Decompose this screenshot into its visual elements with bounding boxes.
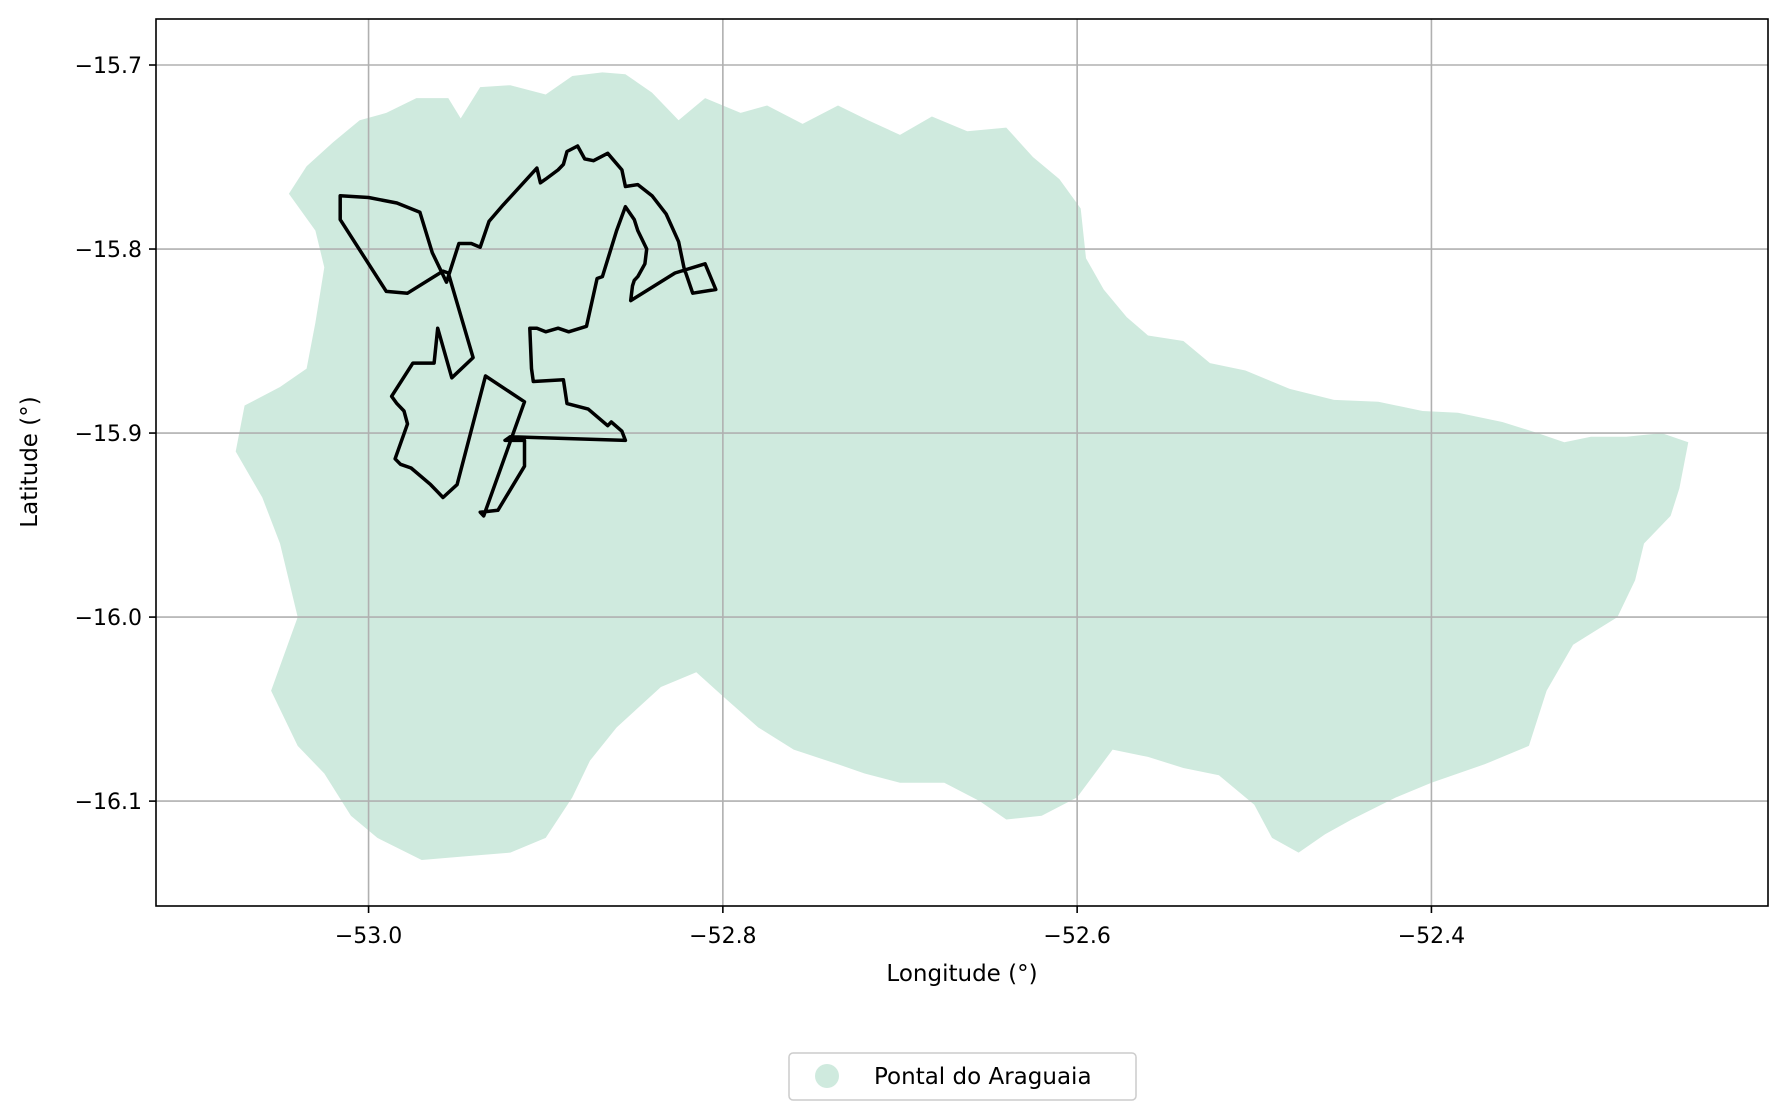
x-tick-label: −53.0 — [335, 924, 402, 949]
y-tick-label: −15.8 — [75, 238, 142, 263]
grid-lines — [156, 19, 1768, 906]
legend-marker — [815, 1064, 839, 1088]
x-tick-label: −52.4 — [1398, 924, 1465, 949]
y-axis-label: Latitude (°) — [17, 396, 43, 527]
plot-area — [156, 19, 1768, 906]
overlay-outline — [338, 144, 718, 518]
municipality-shape — [235, 72, 1689, 860]
x-tick-label: −52.6 — [1043, 924, 1110, 949]
y-tick-label: −15.9 — [75, 422, 142, 447]
y-tick-label: −16.0 — [75, 606, 142, 631]
x-axis-label: Longitude (°) — [886, 961, 1037, 987]
y-tick-label: −16.1 — [75, 790, 142, 815]
legend-box — [788, 1052, 1137, 1101]
y-tick-label: −15.7 — [75, 54, 142, 79]
x-axis-ticks: −53.0 −52.8 −52.6 −52.4 — [335, 906, 1465, 949]
y-axis-ticks: −15.7 −15.8 −15.9 −16.0 −16.1 — [75, 54, 156, 815]
legend-label: Pontal do Araguaia — [874, 1064, 1092, 1090]
legend: Pontal do Araguaia — [788, 1052, 1137, 1101]
x-tick-label: −52.8 — [689, 924, 756, 949]
plot-frame — [155, 18, 1769, 907]
